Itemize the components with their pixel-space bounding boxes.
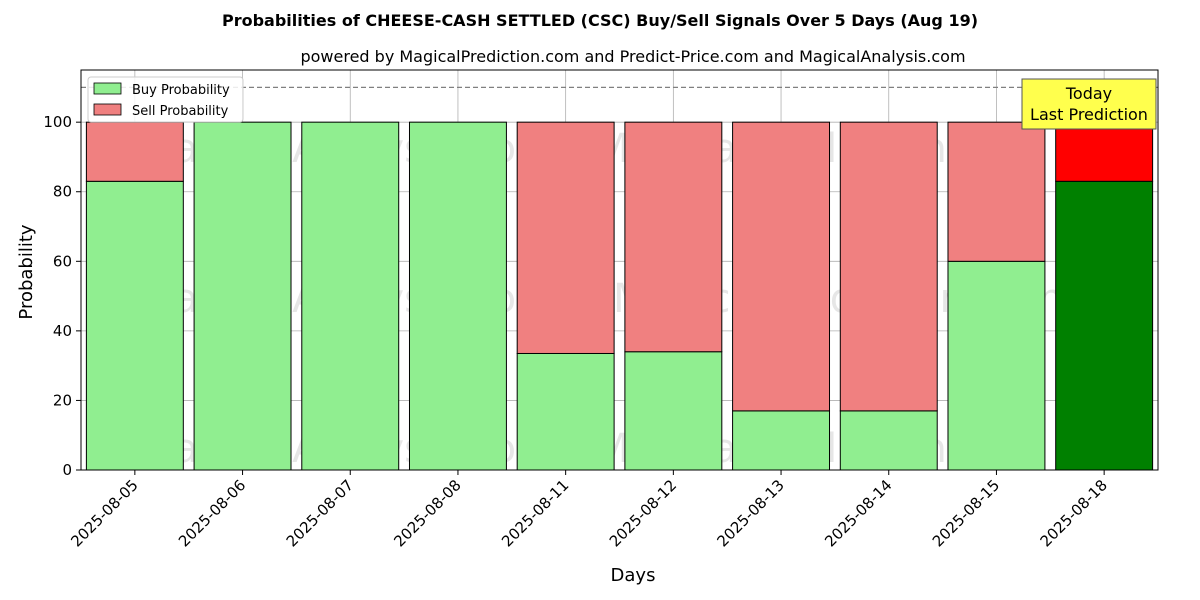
y-axis-label: Probability — [16, 224, 37, 319]
buy-bar — [193, 121, 292, 471]
legend-label-buy: Buy Probability — [132, 83, 230, 98]
buy-bar — [732, 410, 831, 471]
annotation-line2: Last Prediction — [1030, 105, 1148, 124]
buy-bar — [85, 180, 184, 471]
buy-bar — [516, 352, 615, 471]
chart-title: Probabilities of CHEESE-CASH SETTLED (CS… — [222, 11, 978, 30]
chart-subtitle: powered by MagicalPrediction.com and Pre… — [300, 47, 965, 66]
y-tick-label: 0 — [62, 461, 72, 479]
x-axis-ticks: 2025-08-05 2025-08-06 2025-08-07 2025-08-08… — [67, 470, 1111, 550]
legend-box — [87, 76, 244, 123]
sell-bar — [732, 121, 831, 412]
x-tick-label: 2025-08-13 — [713, 476, 787, 550]
x-tick-label: 2025-08-08 — [390, 476, 464, 550]
plot-frame — [80, 69, 1159, 471]
sell-bar — [516, 121, 615, 354]
buy-bar — [947, 260, 1046, 471]
sell-bar — [624, 121, 723, 353]
buy-bar — [301, 121, 400, 471]
annotation-box — [1021, 78, 1157, 130]
legend-swatch-sell — [93, 103, 122, 116]
y-tick-label: 100 — [43, 113, 72, 131]
sell-bar — [85, 121, 184, 182]
x-tick-label: 2025-08-18 — [1037, 476, 1111, 550]
annotation-line1: Today — [1065, 84, 1112, 103]
y-tick-label: 60 — [53, 252, 72, 270]
y-axis-ticks: 0 20 40 60 80 100 — [43, 113, 81, 479]
buy-bar — [1055, 180, 1154, 471]
buy-bar — [408, 121, 507, 471]
sell-bar — [839, 121, 938, 412]
x-tick-label: 2025-08-06 — [175, 476, 249, 550]
sell-bar — [1055, 121, 1154, 182]
buy-bar — [839, 410, 938, 471]
sell-bar — [947, 121, 1046, 262]
today-annotation: Today Last Prediction — [1021, 78, 1157, 130]
x-tick-label: 2025-08-15 — [929, 476, 1003, 550]
x-tick-label: 2025-08-05 — [67, 476, 141, 550]
x-tick-label: 2025-08-12 — [606, 476, 680, 550]
y-tick-label: 40 — [53, 322, 72, 340]
legend-label-sell: Sell Probability — [132, 104, 229, 119]
buy-bar — [624, 351, 723, 471]
x-tick-label: 2025-08-14 — [821, 476, 895, 550]
y-tick-label: 20 — [53, 391, 72, 409]
x-axis-label: Days — [611, 565, 656, 586]
x-tick-label: 2025-08-11 — [498, 476, 572, 550]
y-tick-label: 80 — [53, 183, 72, 201]
legend-swatch-buy — [93, 82, 122, 95]
bar-layer — [85, 121, 1154, 471]
x-tick-label: 2025-08-07 — [283, 476, 357, 550]
legend: Buy Probability Sell Probability — [87, 76, 244, 123]
